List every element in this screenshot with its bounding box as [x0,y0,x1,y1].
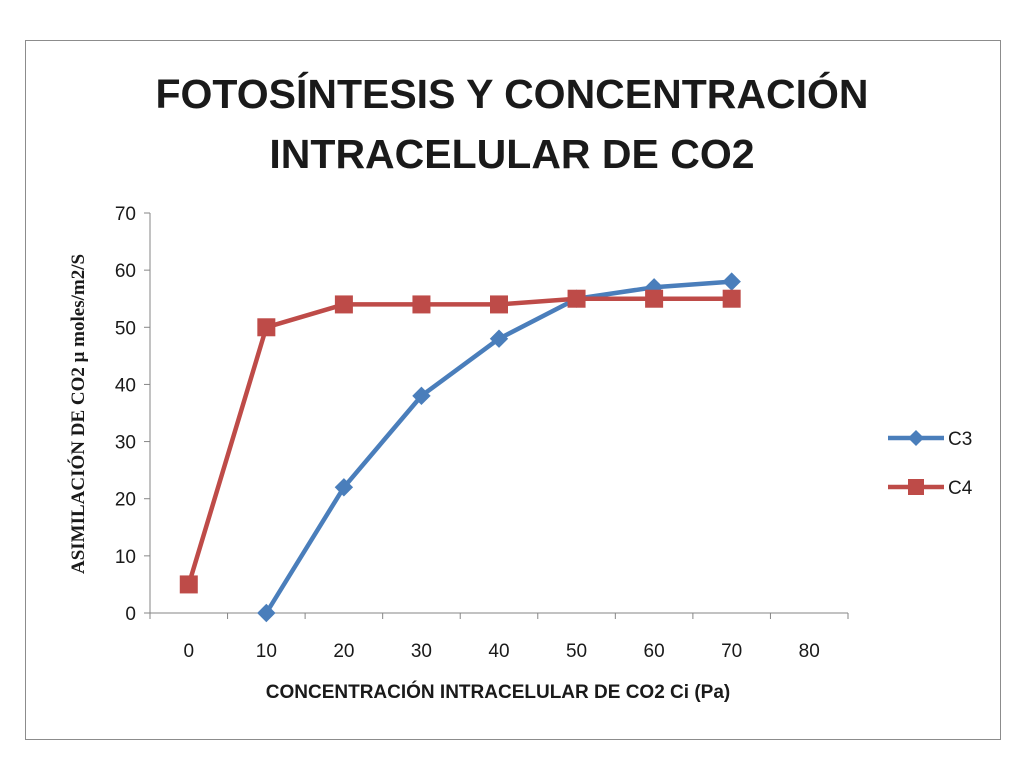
chart-frame [25,40,1001,740]
data-point-diamond [334,478,354,497]
data-point-square [257,318,276,337]
series-c4 [179,289,741,594]
y-tick-label: 70 [115,204,136,225]
legend-item-c4: C4 [888,478,973,499]
chart-title-line-2: INTRACELULAR DE CO2 [269,131,754,177]
y-axis-label: ASIMILACIÓN DE CO2 μ moles/m2/S [67,254,89,574]
data-point-diamond [907,429,925,447]
data-point-square [722,289,741,308]
series-line [186,296,732,586]
y-tick-label: 10 [115,547,136,568]
data-point-square [490,295,508,314]
y-tick-label: 20 [115,490,136,511]
y-tick-label: 60 [115,261,136,282]
legend-item-c3: C3 [888,429,972,450]
x-tick-label: 80 [799,641,820,662]
y-tick-label: 0 [125,604,136,625]
x-tick-label: 30 [411,641,432,662]
data-point-diamond [722,272,741,291]
x-tick-label: 40 [488,641,509,662]
x-tick-label: 60 [644,641,665,662]
data-point-square [908,479,924,495]
data-point-diamond [489,329,509,348]
data-point-square [179,575,198,594]
x-tick-label: 10 [256,641,277,662]
data-point-square [334,295,353,314]
x-tick-label: 70 [721,641,742,662]
y-tick-label: 40 [115,375,136,396]
legend-label: C3 [948,429,972,450]
data-point-square [567,289,586,308]
x-tick-label: 0 [183,641,194,662]
x-tick-label: 50 [566,641,587,662]
y-axis-ticks: 0 10 20 30 40 50 60 70 [115,204,150,625]
data-point-diamond [412,386,431,406]
x-axis-label: CONCENTRACIÓN INTRACELULAR DE CO2 Ci (Pa… [266,681,730,703]
data-point-diamond [257,603,276,623]
y-tick-label: 50 [115,318,136,339]
legend: C3 C4 [888,429,973,499]
y-tick-label: 30 [115,433,136,454]
x-axis-ticks: 0 10 20 30 40 50 60 70 80 [149,613,849,662]
chart-title-line-1: FOTOSÍNTESIS Y CONCENTRACIÓN [155,71,868,117]
series-c3 [257,272,741,623]
data-point-square [412,295,431,314]
data-point-square [645,289,664,308]
series-layer [179,272,741,623]
legend-label: C4 [948,478,973,499]
x-tick-label: 20 [333,641,354,662]
